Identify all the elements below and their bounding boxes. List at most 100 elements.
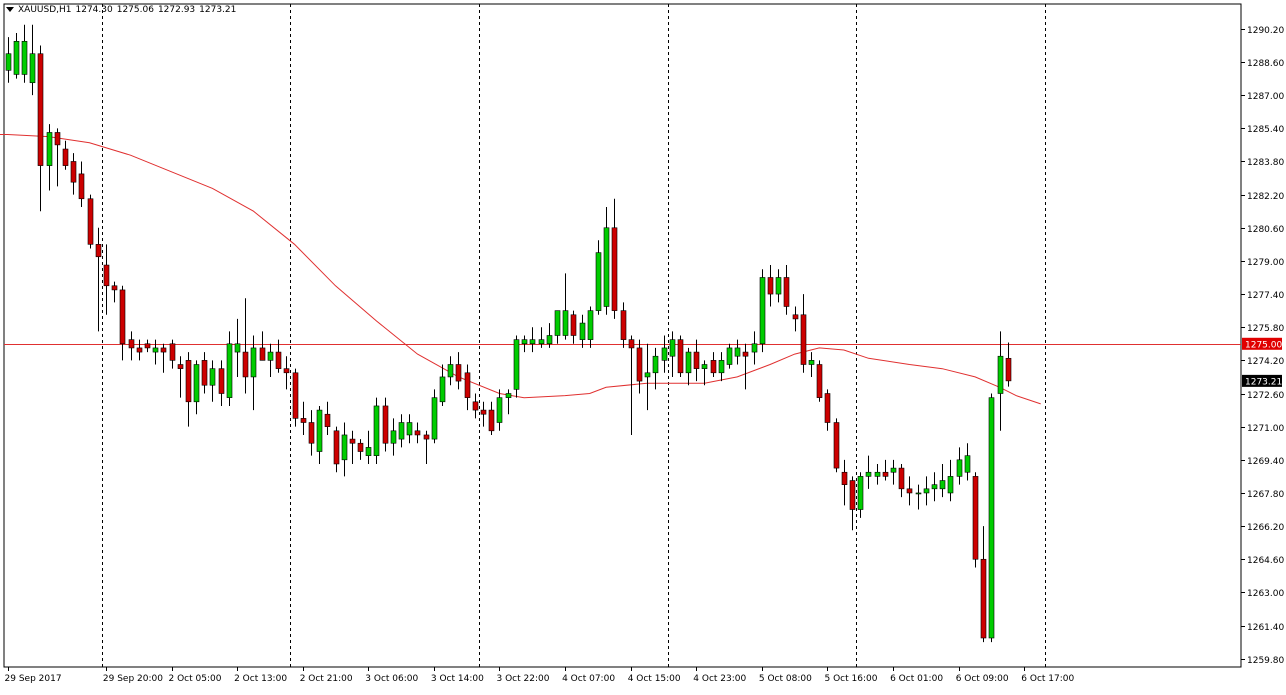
candle[interactable] <box>439 364 446 406</box>
candle[interactable] <box>455 352 462 390</box>
candle[interactable] <box>734 339 741 365</box>
candle[interactable] <box>652 347 659 390</box>
candle[interactable] <box>341 422 348 477</box>
candle[interactable] <box>890 459 897 485</box>
candle[interactable] <box>54 128 61 187</box>
candle[interactable] <box>611 198 618 319</box>
candle[interactable] <box>710 352 717 377</box>
candle[interactable] <box>906 476 913 506</box>
candle[interactable] <box>5 37 12 83</box>
candle[interactable] <box>349 430 356 464</box>
candle[interactable] <box>308 410 315 456</box>
candle[interactable] <box>242 298 249 394</box>
candle[interactable] <box>964 443 971 481</box>
candle[interactable] <box>250 335 257 411</box>
candle[interactable] <box>333 426 340 473</box>
candle[interactable] <box>587 306 594 348</box>
candle[interactable] <box>849 476 856 531</box>
candle[interactable] <box>275 339 282 373</box>
candle[interactable] <box>726 343 733 369</box>
candle[interactable] <box>382 397 389 452</box>
candle[interactable] <box>783 265 790 315</box>
candle[interactable] <box>283 356 290 390</box>
candle[interactable] <box>636 339 643 394</box>
candle[interactable] <box>792 306 799 332</box>
candle[interactable] <box>95 227 102 332</box>
candle[interactable] <box>152 339 159 365</box>
candle[interactable] <box>496 389 503 431</box>
candle[interactable] <box>898 463 905 498</box>
candle[interactable] <box>513 335 520 398</box>
candle[interactable] <box>620 302 627 348</box>
candle[interactable] <box>316 405 323 464</box>
candle[interactable] <box>111 281 118 303</box>
candle[interactable] <box>185 352 192 427</box>
candle[interactable] <box>742 343 749 390</box>
candle[interactable] <box>1005 342 1012 387</box>
candle[interactable] <box>218 360 225 406</box>
candle[interactable] <box>472 393 479 419</box>
dropdown-arrow-icon[interactable] <box>6 7 14 12</box>
candle[interactable] <box>800 294 807 373</box>
candle[interactable] <box>70 153 77 195</box>
candle[interactable] <box>234 318 241 377</box>
candle[interactable] <box>824 389 831 431</box>
candle[interactable] <box>874 463 881 485</box>
candle[interactable] <box>546 323 553 348</box>
candle[interactable] <box>119 285 126 361</box>
candle[interactable] <box>669 331 676 377</box>
candle[interactable] <box>562 273 569 340</box>
candle[interactable] <box>488 401 495 435</box>
candle[interactable] <box>21 24 28 83</box>
candle[interactable] <box>226 331 233 406</box>
candle[interactable] <box>751 331 758 365</box>
candle[interactable] <box>423 430 430 464</box>
candle[interactable] <box>201 352 208 394</box>
candle[interactable] <box>177 356 184 398</box>
candle[interactable] <box>644 343 651 411</box>
candle[interactable] <box>193 360 200 415</box>
candle[interactable] <box>390 418 397 456</box>
candle[interactable] <box>373 397 380 464</box>
candle[interactable] <box>865 455 872 489</box>
candle[interactable] <box>431 389 438 444</box>
candle[interactable] <box>46 124 53 191</box>
candle[interactable] <box>554 310 561 344</box>
candle[interactable] <box>857 472 864 518</box>
candle[interactable] <box>529 327 536 353</box>
candle[interactable] <box>160 343 167 373</box>
candle[interactable] <box>398 414 405 448</box>
candle[interactable] <box>103 244 110 315</box>
candle[interactable] <box>579 314 586 348</box>
candle[interactable] <box>480 401 487 427</box>
candle[interactable] <box>78 161 85 208</box>
candle[interactable] <box>603 207 610 315</box>
candle[interactable] <box>29 24 36 96</box>
candle[interactable] <box>209 360 216 402</box>
candle[interactable] <box>505 389 512 415</box>
candle[interactable] <box>169 339 176 369</box>
candle[interactable] <box>931 472 938 502</box>
candle[interactable] <box>37 45 44 212</box>
candle[interactable] <box>767 265 774 307</box>
candle[interactable] <box>292 368 299 427</box>
candle[interactable] <box>595 240 602 315</box>
candle[interactable] <box>357 439 364 460</box>
candle[interactable] <box>324 401 331 435</box>
candle[interactable] <box>13 33 20 79</box>
candle[interactable] <box>997 331 1004 431</box>
candle[interactable] <box>538 327 545 348</box>
candle[interactable] <box>816 360 823 402</box>
candle[interactable] <box>808 352 815 377</box>
candle[interactable] <box>259 331 266 361</box>
candle[interactable] <box>570 310 577 344</box>
candle[interactable] <box>947 459 954 502</box>
candle[interactable] <box>693 339 700 382</box>
candle[interactable] <box>685 347 692 386</box>
candle[interactable] <box>464 364 471 411</box>
candle[interactable] <box>759 269 766 353</box>
candle[interactable] <box>882 459 889 481</box>
candle[interactable] <box>365 430 372 464</box>
candle[interactable] <box>628 335 635 435</box>
